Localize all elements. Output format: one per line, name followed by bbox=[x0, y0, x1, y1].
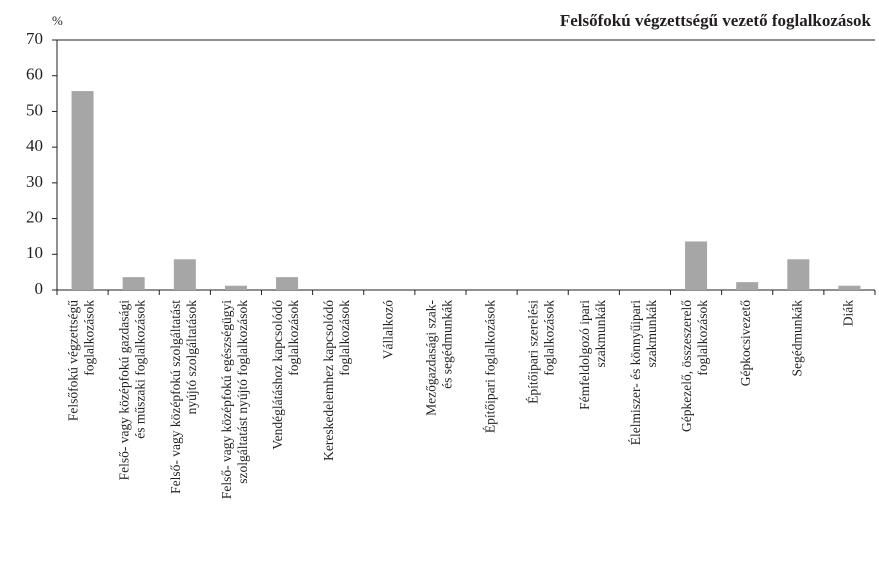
x-tick-label: Vállalkozó bbox=[380, 300, 395, 359]
x-tick-label: Gépkezelő, összeszerelőfoglalkozások bbox=[679, 300, 710, 432]
bar bbox=[276, 277, 299, 290]
x-tick-label: Mezőgazdasági szak-és segédmunkák bbox=[424, 300, 455, 416]
x-tick-label: Élelmiszer- és könnyűipariszakmunkák bbox=[628, 300, 659, 445]
y-tick-label: 30 bbox=[26, 172, 43, 191]
bar bbox=[685, 241, 708, 290]
y-tick-label: 0 bbox=[35, 279, 44, 298]
x-tick-label: Építőipari foglalkozások bbox=[483, 300, 498, 433]
chart-title: Felsőfokú végzettségű vezető foglalkozás… bbox=[560, 11, 872, 30]
y-tick-label: 40 bbox=[26, 136, 43, 155]
y-tick-label: 10 bbox=[26, 243, 43, 262]
x-tick-label: Felső- vagy középfokú gazdaságiés műszak… bbox=[117, 300, 148, 481]
y-axis-label: % bbox=[52, 13, 63, 28]
x-tick-label: Gépkocsivezető bbox=[738, 300, 753, 386]
bar bbox=[736, 282, 759, 290]
x-tick-label: Felső- vagy középfokú egészségügyiszolgá… bbox=[219, 300, 250, 499]
y-tick-label: 60 bbox=[26, 65, 43, 84]
y-tick-label: 70 bbox=[26, 29, 43, 48]
x-tick-label: Diák bbox=[841, 300, 856, 326]
x-tick-label: Felsőfokú végzettségűfoglalkozások bbox=[66, 300, 97, 421]
x-tick-label: Vendéglátáshoz kapcsolódófoglalkozások bbox=[270, 300, 301, 450]
x-tick-label: Felső- vagy középfokú szolgáltatástnyújt… bbox=[168, 300, 199, 494]
bar bbox=[122, 277, 145, 290]
x-tick-label: Kereskedelemhez kapcsolódófoglalkozások bbox=[321, 300, 352, 461]
bar bbox=[71, 91, 94, 290]
x-tick-label: Építőipari szerelésifoglalkozások bbox=[526, 300, 557, 404]
bar bbox=[173, 259, 196, 290]
bar bbox=[787, 259, 810, 290]
y-tick-label: 50 bbox=[26, 100, 43, 119]
bar bbox=[224, 285, 247, 290]
bar bbox=[838, 285, 861, 290]
x-tick-label: Fémfeldolgozó ipariszakmunkák bbox=[577, 300, 608, 410]
y-tick-label: 20 bbox=[26, 207, 43, 226]
x-tick-label: Segédmunkák bbox=[789, 300, 804, 377]
